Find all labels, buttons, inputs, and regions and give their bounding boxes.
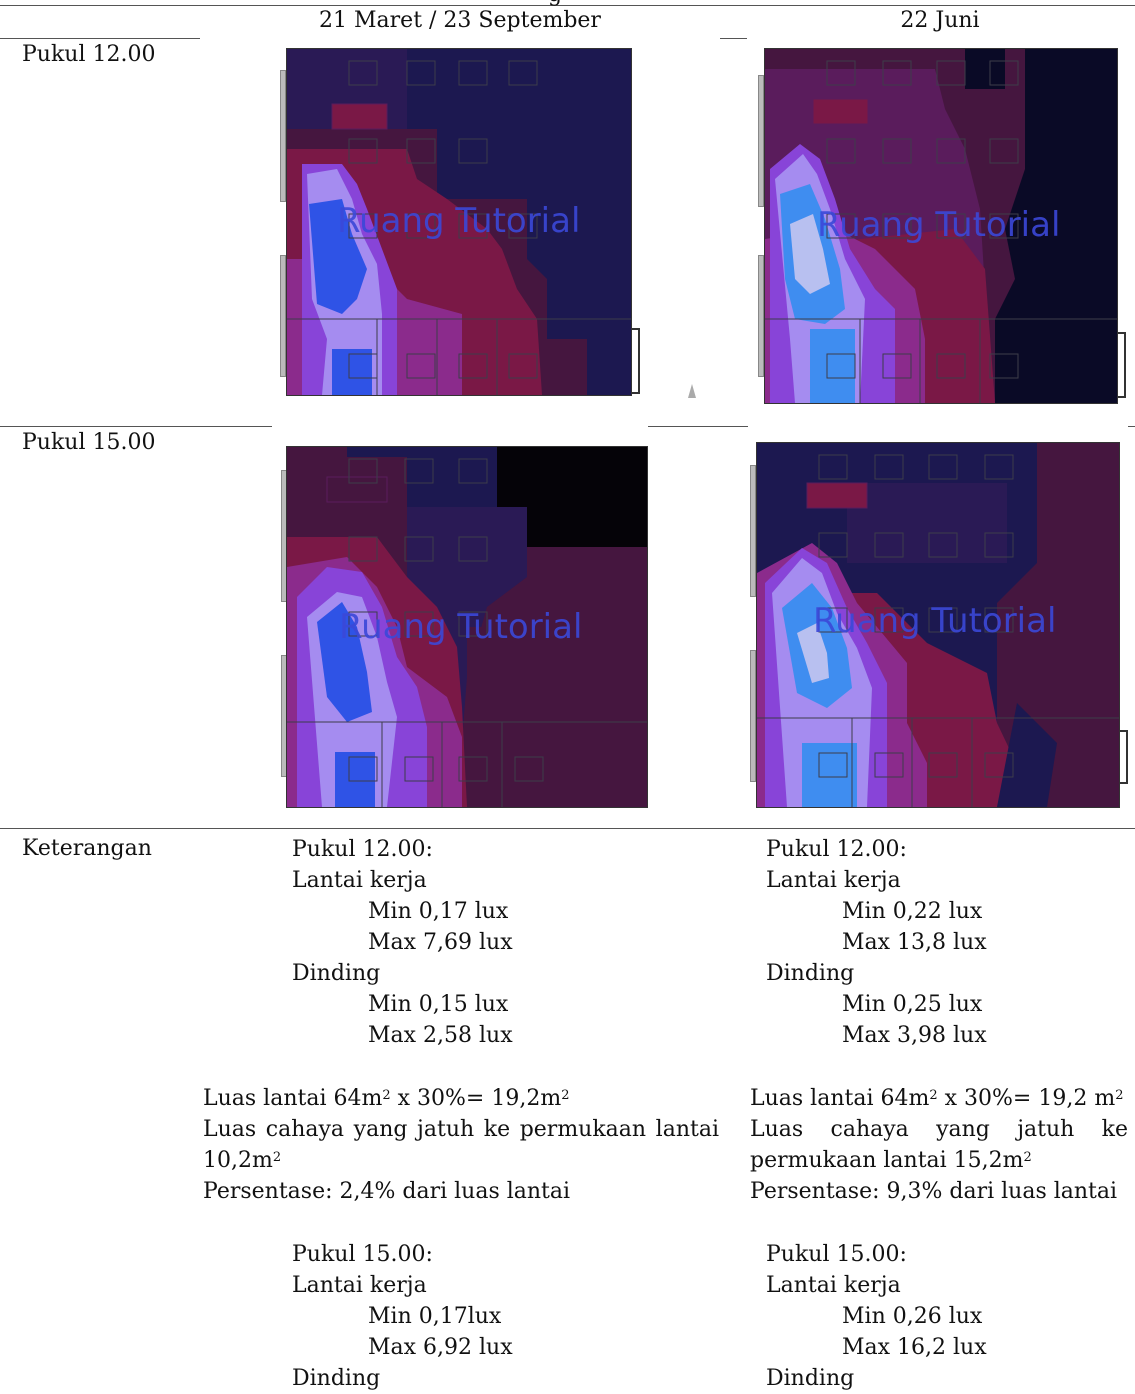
row-label-1500: Pukul 15.00 <box>22 430 156 455</box>
illuminance-map-march-1500: Ruang Tutorial <box>286 446 648 808</box>
row3-rule <box>0 828 1135 829</box>
right-light-area-line2: permukaan lantai 15,2m2 <box>750 1148 1032 1173</box>
map-graphic <box>765 49 1117 403</box>
left-p15-floor-max: Max 6,92 lux <box>368 1335 513 1360</box>
right-floor-area: Luas lantai 64m2 x 30%= 19,2 m2 <box>750 1086 1124 1111</box>
left-p15-floor-min: Min 0,17lux <box>368 1304 502 1329</box>
row2-rule-left <box>0 426 272 427</box>
row-label-1200: Pukul 12.00 <box>22 42 156 67</box>
left-floor-area: Luas lantai 64m2 x 30%= 19,2m2 <box>203 1086 570 1111</box>
right-p15-floor-max: Max 16,2 lux <box>842 1335 987 1360</box>
left-light-area-line2: 10,2m2 <box>203 1148 282 1173</box>
left-p12-floor-max: Max 7,69 lux <box>368 930 513 955</box>
map-edge-ruler <box>750 650 756 782</box>
table-title-fragment: g <box>548 0 562 7</box>
watermark: Ruang Tutorial <box>337 201 581 241</box>
map-edge-ruler <box>750 465 756 597</box>
watermark: Ruang Tutorial <box>813 601 1057 641</box>
left-p12-wall-max: Max 2,58 lux <box>368 1023 513 1048</box>
north-arrow-icon <box>688 384 696 398</box>
map-edge-ruler <box>758 255 764 377</box>
left-p12-title: Pukul 12.00: <box>292 837 433 862</box>
left-p12-wall-min: Min 0,15 lux <box>368 992 509 1017</box>
row1-header-rule <box>0 38 200 39</box>
row1-header-rule-right <box>720 38 747 39</box>
watermark: Ruang Tutorial <box>339 607 583 647</box>
right-p15-floor: Lantai kerja <box>766 1273 901 1298</box>
row2-rule-right <box>1128 426 1135 427</box>
row2-rule-mid <box>648 426 748 427</box>
left-p15-title: Pukul 15.00: <box>292 1242 433 1267</box>
column-header-june: 22 Juni <box>900 8 980 33</box>
illuminance-map-march-1200: Ruang Tutorial <box>286 48 632 396</box>
row-label-keterangan: Keterangan <box>22 836 152 861</box>
right-p12-floor-min: Min 0,22 lux <box>842 899 983 924</box>
right-p12-wall-min: Min 0,25 lux <box>842 992 983 1017</box>
map-graphic <box>287 447 647 807</box>
right-p12-title: Pukul 12.00: <box>766 837 907 862</box>
right-p12-wall: Dinding <box>766 961 855 986</box>
left-p12-floor: Lantai kerja <box>292 868 427 893</box>
right-p15-wall: Dinding <box>766 1366 855 1391</box>
door-mark <box>1116 332 1126 398</box>
left-light-area-line1: Luas cahaya yang jatuh ke permukaan lant… <box>203 1117 719 1142</box>
right-percentage: Persentase: 9,3% dari luas lantai <box>750 1179 1118 1204</box>
table-top-rule <box>0 5 1135 6</box>
right-p15-floor-min: Min 0,26 lux <box>842 1304 983 1329</box>
right-p12-floor: Lantai kerja <box>766 868 901 893</box>
left-p15-floor: Lantai kerja <box>292 1273 427 1298</box>
map-edge-ruler <box>758 75 764 207</box>
door-mark <box>1118 730 1128 784</box>
map-edge-ruler <box>280 70 286 202</box>
right-p12-floor-max: Max 13,8 lux <box>842 930 987 955</box>
watermark: Ruang Tutorial <box>817 205 1061 245</box>
door-mark <box>630 328 640 394</box>
map-graphic <box>287 49 631 395</box>
map-graphic <box>757 443 1119 807</box>
left-percentage: Persentase: 2,4% dari luas lantai <box>203 1179 571 1204</box>
left-p12-wall: Dinding <box>292 961 381 986</box>
column-header-march-september: 21 Maret / 23 September <box>319 8 601 33</box>
left-p12-floor-min: Min 0,17 lux <box>368 899 509 924</box>
right-light-area-line1: Luas cahaya yang jatuh ke <box>750 1117 1128 1142</box>
left-p15-wall: Dinding <box>292 1366 381 1391</box>
map-edge-ruler <box>280 255 286 377</box>
right-p15-title: Pukul 15.00: <box>766 1242 907 1267</box>
illuminance-map-june-1500: Ruang Tutorial <box>756 442 1120 808</box>
illuminance-map-june-1200: Ruang Tutorial <box>764 48 1118 404</box>
right-p12-wall-max: Max 3,98 lux <box>842 1023 987 1048</box>
